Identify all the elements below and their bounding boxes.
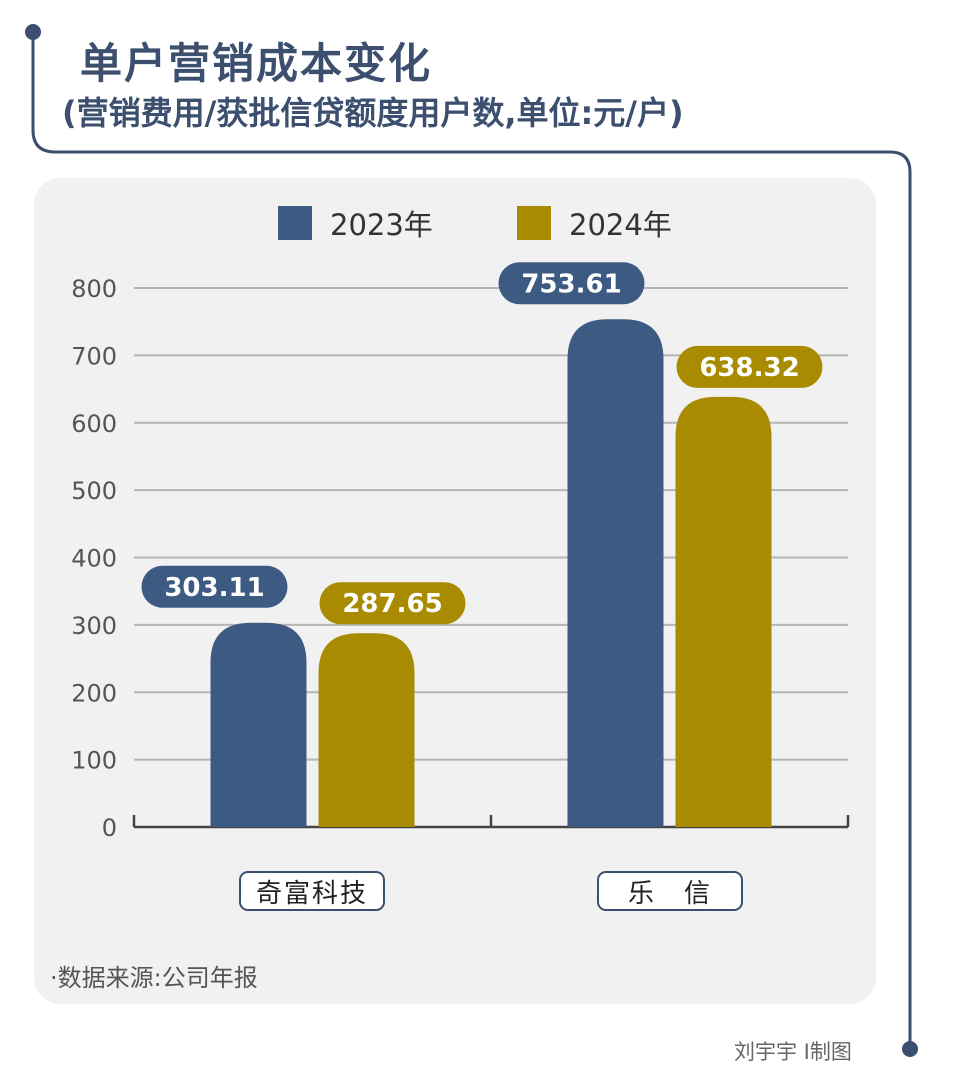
y-tick-label: 700 xyxy=(71,342,117,370)
value-label-pill xyxy=(498,262,645,305)
value-label: 753.61 xyxy=(521,269,621,299)
value-label-pill xyxy=(141,565,288,608)
y-tick-label: 800 xyxy=(71,275,117,303)
legend-swatch-2024 xyxy=(517,206,551,240)
legend-label-2023: 2023年 xyxy=(330,208,433,242)
legend-swatch-2023 xyxy=(278,206,312,240)
value-label: 638.32 xyxy=(699,353,799,383)
category-label-lexin: 乐 信 xyxy=(597,871,743,911)
bar-2023 xyxy=(567,319,664,827)
frame-line xyxy=(31,32,912,1048)
y-tick-label: 0 xyxy=(102,814,117,842)
data-source: ·数据来源:公司年报 xyxy=(50,964,258,992)
y-tick-label: 300 xyxy=(71,612,117,640)
value-label-pill xyxy=(319,582,466,625)
bar-2024 xyxy=(675,396,772,827)
value-label: 303.11 xyxy=(164,573,264,603)
y-tick-label: 200 xyxy=(71,679,117,707)
bar-2024 xyxy=(318,633,415,827)
legend-item-2024: 2024年 xyxy=(517,205,672,242)
legend-label-2024: 2024年 xyxy=(569,208,672,242)
chart-credit: 刘宇宇 I制图 xyxy=(734,1040,852,1064)
value-label: 287.65 xyxy=(342,589,442,619)
bar-2023 xyxy=(210,622,307,827)
y-tick-label: 600 xyxy=(71,410,117,438)
chart-title: 单户营销成本变化 xyxy=(80,39,433,88)
y-tick-label: 100 xyxy=(71,747,117,775)
value-label-pill xyxy=(676,345,823,388)
y-tick-label: 500 xyxy=(71,477,117,505)
frame-end-dot xyxy=(902,1041,918,1057)
category-label-qifu: 奇富科技 xyxy=(239,871,385,911)
y-tick-label: 400 xyxy=(71,545,117,573)
legend-item-2023: 2023年 xyxy=(278,205,433,242)
chart-subtitle: (营销费用/获批信贷额度用户数,单位:元/户) xyxy=(62,94,684,132)
